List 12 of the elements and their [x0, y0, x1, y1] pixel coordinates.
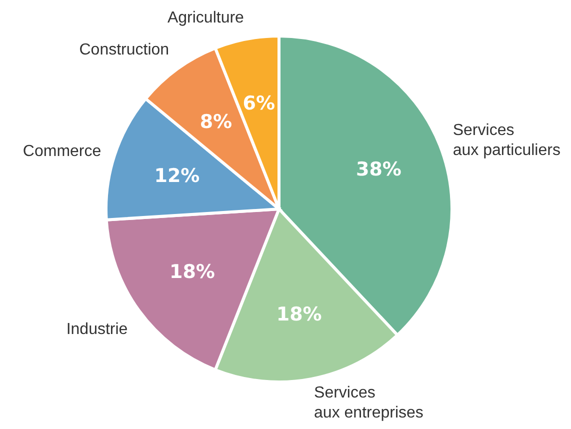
slice-label: Industrie — [66, 320, 128, 338]
data-label: 38% — [356, 158, 402, 181]
slice-label: Services aux entreprises — [314, 384, 424, 422]
data-label: 12% — [154, 164, 200, 187]
slice-label: Services aux particuliers — [452, 122, 560, 159]
data-label: 6% — [242, 92, 276, 115]
slice-label: Construction — [79, 41, 170, 58]
data-label: 18% — [169, 261, 215, 284]
slice-label: Agriculture — [167, 8, 244, 26]
data-label: 8% — [200, 111, 232, 134]
data-label: 18% — [276, 303, 322, 326]
slice-label: Commerce — [22, 142, 102, 160]
